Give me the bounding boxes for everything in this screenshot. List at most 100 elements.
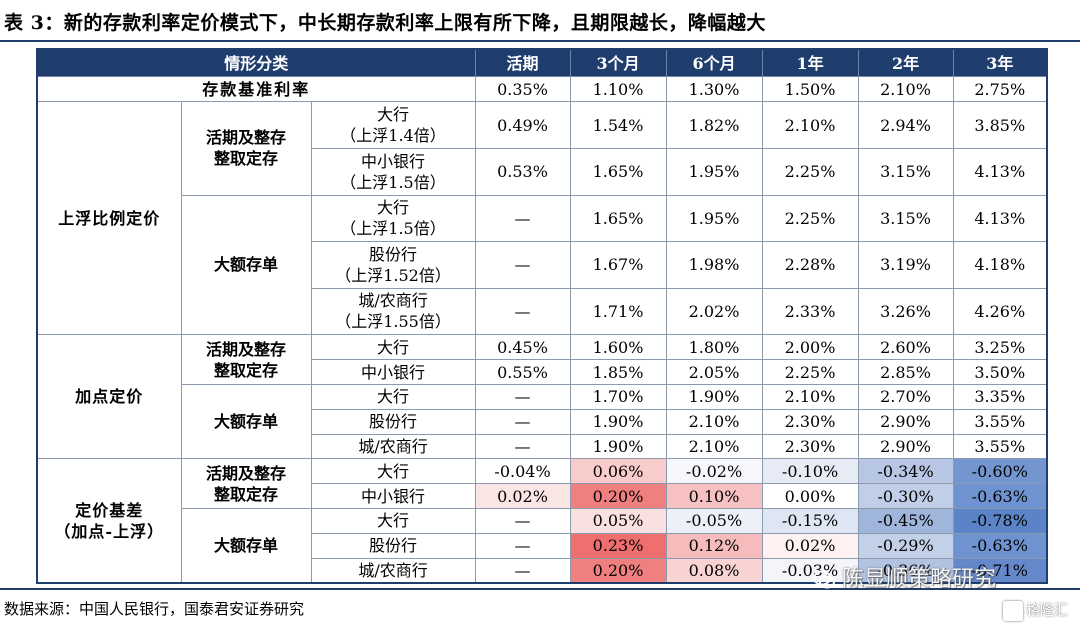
value-cell: 1.54% [569,101,667,149]
bank-type-cell: 大行 （上浮1.5倍） [310,194,476,243]
bank-type-cell: 大行 [310,458,476,485]
value-cell: 0.02% [474,483,571,509]
header-demand: 活期 [474,48,571,77]
value-cell: 2.33% [761,287,859,336]
value-cell: 3.35% [952,383,1048,410]
value-cell: 1.90% [569,408,667,435]
value-cell: 2.75% [952,75,1048,103]
value-cell: 0.20% [569,557,667,584]
value-cell: 0.20% [569,483,667,509]
watermark-account: 陈显顺策略研究 [812,566,996,594]
deposit-rate-table: 情形分类 活期 3个月 6个月 1年 2年 3年 存款基准利率 0.35% 1.… [36,48,1049,584]
bank-type-cell: 大行 （上浮1.4倍） [310,101,476,149]
wechat-logo-icon [813,570,835,589]
table-row: 加点定价 活期及整存 整取定存 大行 0.45% 1.60% 1.80% 2.00% 2.60%… [36,334,1048,460]
value-cell: 2.10% [761,101,859,149]
table-row: 股份行 （上浮1.52倍） —1.67% 1.98% 2.28% 3.19% 4.18% [37,241,1048,289]
bank-type-cell: 股份行 （上浮1.52倍） [310,241,476,289]
value-cell: 2.00% [761,334,859,361]
bank-type-line: （上浮1.52倍） [335,265,451,285]
header-2y: 2年 [857,48,954,77]
value-cell: 3.25% [952,334,1048,361]
bank-type-line: 股份行 [369,244,418,264]
bank-type-line: 中小银行 [361,486,426,506]
value-cell: 0.10% [665,483,763,509]
table-row: 中小银行 0.55% 1.85% 2.05% 2.25% 2.85% 3.50% [37,359,1048,385]
value-cell: 0.05% [569,507,667,534]
group-label: 活期及整存 整取定存 [180,101,312,196]
section-label: 上浮比例定价 [36,101,182,336]
group-label-line: 整取定存 [213,360,278,380]
value-cell: 1.85% [569,359,667,385]
table-row: 大额存单 大行 —1.70% 1.90% 2.10% 2.70% 3.35% [37,383,1048,460]
value-cell: 0.12% [665,532,763,559]
value-cell: 1.90% [569,433,667,460]
value-cell: -0.63% [952,483,1048,509]
group-label-line: 活期及整存 [205,128,286,148]
base-rate-row: 存款基准利率 0.35% 1.10% 1.30% 1.50% 2.10% 2.7… [36,75,1048,103]
title-rule [0,40,1080,42]
value-cell: — [474,194,571,243]
value-cell: 3.55% [952,408,1048,435]
header-6m: 6个月 [665,48,763,77]
value-cell: — [474,408,571,435]
bank-type-line: 中小银行 [361,151,426,171]
base-rate-label: 存款基准利率 [36,75,476,103]
value-cell: 1.30% [665,75,763,103]
table-row: 城/农商行 —0.20% 0.08% -0.03% -0.36% -0.71% [37,557,1048,584]
value-cell: -0.45% [857,507,954,534]
header-category: 情形分类 [36,48,476,77]
value-cell: 0.08% [665,557,763,584]
value-cell: 0.55% [474,359,571,385]
table-row: 定价基差 （加点-上浮） 活期及整存 整取定存 大行 -0.04% 0.06% -0.02% -… [36,458,1048,584]
bank-type-line: （上浮1.5倍） [340,219,446,239]
table-title: 表 3：新的存款利率定价模式下，中长期存款利率上限有所下降，且期限越长，降幅越大 [4,12,766,34]
value-cell: 1.10% [569,75,667,103]
value-cell: 1.80% [665,334,763,361]
value-cell: 2.90% [857,408,954,435]
value-cell: 1.50% [761,75,859,103]
value-cell: 4.18% [952,241,1048,289]
value-cell: 1.71% [569,287,667,336]
value-cell: 2.30% [761,408,859,435]
value-cell: 1.60% [569,334,667,361]
value-cell: 2.05% [665,359,763,385]
table-row: 城/农商行 （上浮1.55倍） —1.71% 2.02% 2.33% 3.26% 4.26% [37,287,1048,336]
value-cell: 1.90% [665,383,763,410]
bank-type-line: 中小银行 [361,362,426,382]
header-1y: 1年 [761,48,859,77]
table-row: 股份行 —0.23% 0.12% 0.02% -0.29% -0.63% [37,532,1048,559]
header-3m: 3个月 [569,48,667,77]
watermark-account-name: 陈显顺策略研究 [842,567,997,592]
watermark-platform: 格隆汇 [1003,598,1068,624]
value-cell: — [474,241,571,289]
bank-type-cell: 中小银行 （上浮1.5倍） [310,147,476,196]
group-label-line: 活期及整存 [205,339,286,359]
value-cell: 1.70% [569,383,667,410]
value-cell: -0.63% [952,532,1048,559]
value-cell: 2.10% [857,75,954,103]
value-cell: 3.15% [857,194,954,243]
section-label: 加点定价 [36,334,182,460]
table-row: 中小银行 0.02% 0.20% 0.10% 0.00% -0.30% -0.63% [37,483,1048,509]
value-cell: -0.71% [952,557,1048,584]
value-cell: 0.06% [569,458,667,485]
table-body: 存款基准利率 0.35% 1.10% 1.30% 1.50% 2.10% 2.7… [36,75,1048,584]
group-label-line: 整取定存 [213,484,278,504]
section-label-line: （加点-上浮） [54,521,165,541]
value-cell: 0.45% [474,334,571,361]
value-cell: 0.53% [474,147,571,196]
value-cell: -0.02% [665,458,763,485]
bank-type-line: 大行 [377,337,410,357]
value-cell: 2.10% [665,408,763,435]
value-cell: 1.98% [665,241,763,289]
value-cell: — [474,383,571,410]
value-cell: 1.82% [665,101,763,149]
bank-type-line: 城/农商行 [358,291,428,311]
value-cell: -0.60% [952,458,1048,485]
bank-type-line: 大行 [377,198,410,218]
value-cell: 2.10% [665,433,763,460]
value-cell: 2.25% [761,147,859,196]
table-row: 上浮比例定价 活期及整存 整取定存 大行 （上浮1.4倍） 0.49% 1.54% 1.82%… [36,101,1048,336]
watermark-platform-name: 格隆汇 [1026,603,1068,619]
